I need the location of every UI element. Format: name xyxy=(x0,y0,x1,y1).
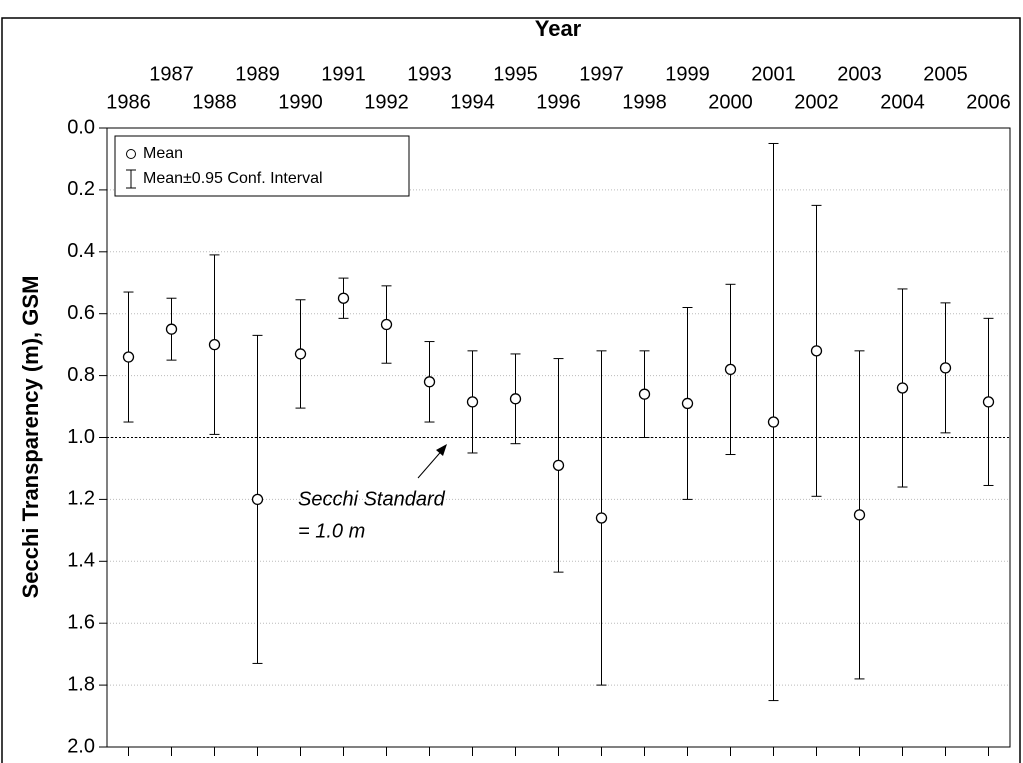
x-tick-label: 1987 xyxy=(149,63,194,85)
mean-marker xyxy=(552,459,565,472)
y-tick-label: 0.2 xyxy=(67,178,95,200)
mean-marker xyxy=(724,363,737,376)
x-tick-label: 1993 xyxy=(407,63,452,85)
legend-label: Mean±0.95 Conf. Interval xyxy=(143,170,323,187)
mean-marker xyxy=(810,345,823,357)
y-tick-label: 1.8 xyxy=(67,673,95,695)
mean-marker xyxy=(982,396,995,408)
x-tick-label: 2006 xyxy=(966,91,1011,113)
x-tick-label: 1988 xyxy=(192,91,237,113)
mean-marker xyxy=(853,509,866,521)
legend-errorbar xyxy=(126,169,136,189)
y-tick-label: 0.0 xyxy=(67,116,95,138)
mean-marker xyxy=(896,382,909,394)
x-tick-label: 1989 xyxy=(235,63,280,85)
x-tick-label: 2004 xyxy=(880,91,925,113)
x-tick-label: 1990 xyxy=(278,91,323,113)
legend-box xyxy=(114,135,410,197)
legend-marker xyxy=(126,149,136,159)
mean-marker xyxy=(165,323,178,335)
y-tick-label: 2.0 xyxy=(67,735,95,757)
x-tick-label: 2002 xyxy=(794,91,839,113)
x-tick-label: 1996 xyxy=(536,91,581,113)
mean-marker xyxy=(251,493,264,506)
mean-marker xyxy=(681,397,694,410)
annotation: Secchi Standard xyxy=(298,488,446,510)
frame xyxy=(1,17,1021,763)
mean-marker xyxy=(208,338,221,351)
arrow-head xyxy=(436,444,447,456)
mean-marker xyxy=(509,393,522,405)
y-tick-label: 1.4 xyxy=(67,550,95,572)
y-tick-label: 0.8 xyxy=(67,364,95,386)
mean-marker xyxy=(294,348,307,360)
mean-marker xyxy=(380,318,393,331)
x-tick-label: 1995 xyxy=(493,63,538,85)
legend-label: Mean xyxy=(143,145,183,162)
x-tick-label: 1999 xyxy=(665,63,710,85)
x-tick-label: 1998 xyxy=(622,91,667,113)
y-tick-label: 1.0 xyxy=(67,426,95,448)
y-tick-label: 0.4 xyxy=(67,240,95,262)
mean-marker xyxy=(939,362,952,374)
x-tick-label: 1991 xyxy=(321,63,366,85)
x-tick-label: 1992 xyxy=(364,91,409,113)
mean-marker xyxy=(466,396,479,408)
mean-marker xyxy=(638,388,651,400)
annotation: = 1.0 m xyxy=(298,520,365,542)
mean-marker xyxy=(337,292,350,304)
x-tick-label: 1994 xyxy=(450,91,495,113)
mean-marker xyxy=(767,416,780,428)
x-tick-label: 2003 xyxy=(837,63,882,85)
y-tick-label: 1.6 xyxy=(67,611,95,633)
y-tick-label: 0.6 xyxy=(67,302,95,324)
x-axis-title: Year xyxy=(535,16,582,41)
x-tick-label: 2000 xyxy=(708,91,753,113)
x-tick-label: 2001 xyxy=(751,63,796,85)
x-tick-label: 1997 xyxy=(579,63,624,85)
y-axis-title: Secchi Transparency (m), GSM xyxy=(18,276,43,599)
mean-marker xyxy=(423,376,436,388)
y-tick-label: 1.2 xyxy=(67,488,95,510)
x-tick-label: 2005 xyxy=(923,63,968,85)
x-tick-label: 1986 xyxy=(106,91,151,113)
mean-marker xyxy=(122,351,135,363)
mean-marker xyxy=(595,512,608,524)
